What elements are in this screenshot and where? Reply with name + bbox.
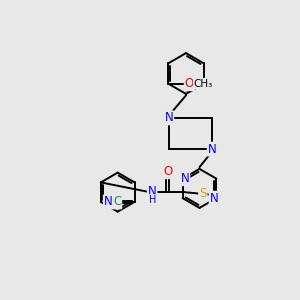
Text: N: N (164, 111, 173, 124)
Text: O: O (163, 165, 172, 178)
Text: N: N (104, 195, 112, 208)
Text: C: C (113, 195, 121, 208)
Text: N: N (208, 142, 217, 156)
Text: S: S (199, 187, 207, 200)
Text: CH₃: CH₃ (194, 79, 213, 89)
Text: N: N (210, 192, 218, 205)
Text: H: H (149, 195, 157, 205)
Text: N: N (181, 172, 189, 185)
Text: O: O (185, 77, 194, 90)
Text: N: N (148, 185, 157, 198)
